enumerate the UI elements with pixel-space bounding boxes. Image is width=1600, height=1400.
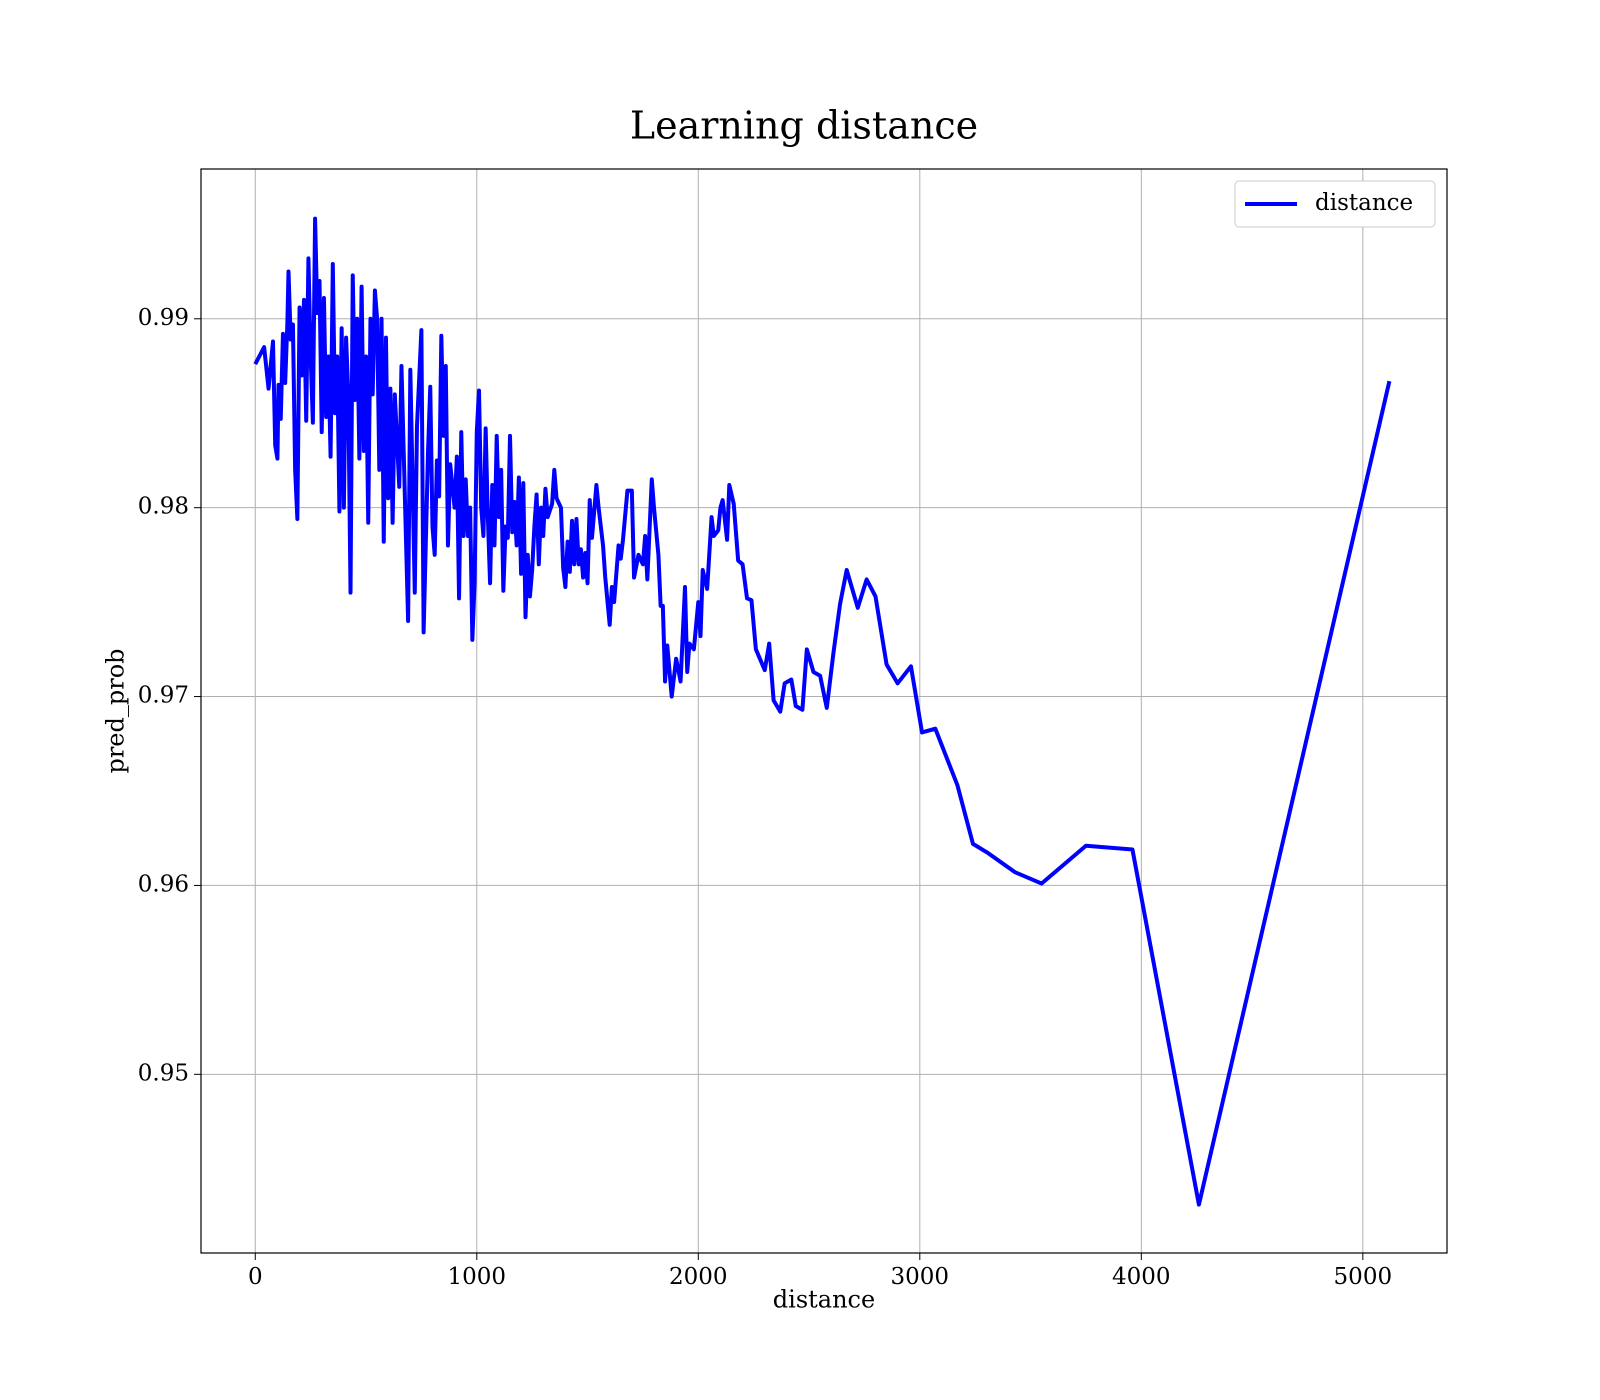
x-tick-label: 1000 — [448, 1264, 507, 1290]
x-axis-label: distance — [773, 1286, 875, 1314]
x-tick-label: 0 — [248, 1264, 263, 1290]
x-tick-label: 3000 — [891, 1264, 950, 1290]
axes-frame — [200, 168, 1448, 1254]
chart-title: Learning distance — [630, 104, 978, 148]
plot-area — [253, 216, 1392, 1207]
grid: 0 1000 2000 3000 4000 5000 0.95 0.96 0.97 0.98 0.9… — [138, 169, 1447, 1290]
y-tick-label: 0.99 — [138, 305, 189, 331]
x-tick-label: 4000 — [1112, 1264, 1171, 1290]
legend-label: distance — [1315, 190, 1413, 216]
y-axis-label: pred_prob — [102, 648, 130, 773]
y-tick-label: 0.98 — [138, 494, 189, 520]
x-tick-label: 2000 — [669, 1264, 728, 1290]
y-tick-label: 0.96 — [138, 871, 189, 897]
legend: distance — [1234, 180, 1436, 228]
x-tick-label: 5000 — [1334, 1264, 1393, 1290]
legend-box — [1234, 180, 1436, 228]
y-tick-label: 0.95 — [138, 1060, 189, 1086]
y-tick-label: 0.97 — [138, 683, 189, 709]
data-line — [253, 216, 1392, 1207]
